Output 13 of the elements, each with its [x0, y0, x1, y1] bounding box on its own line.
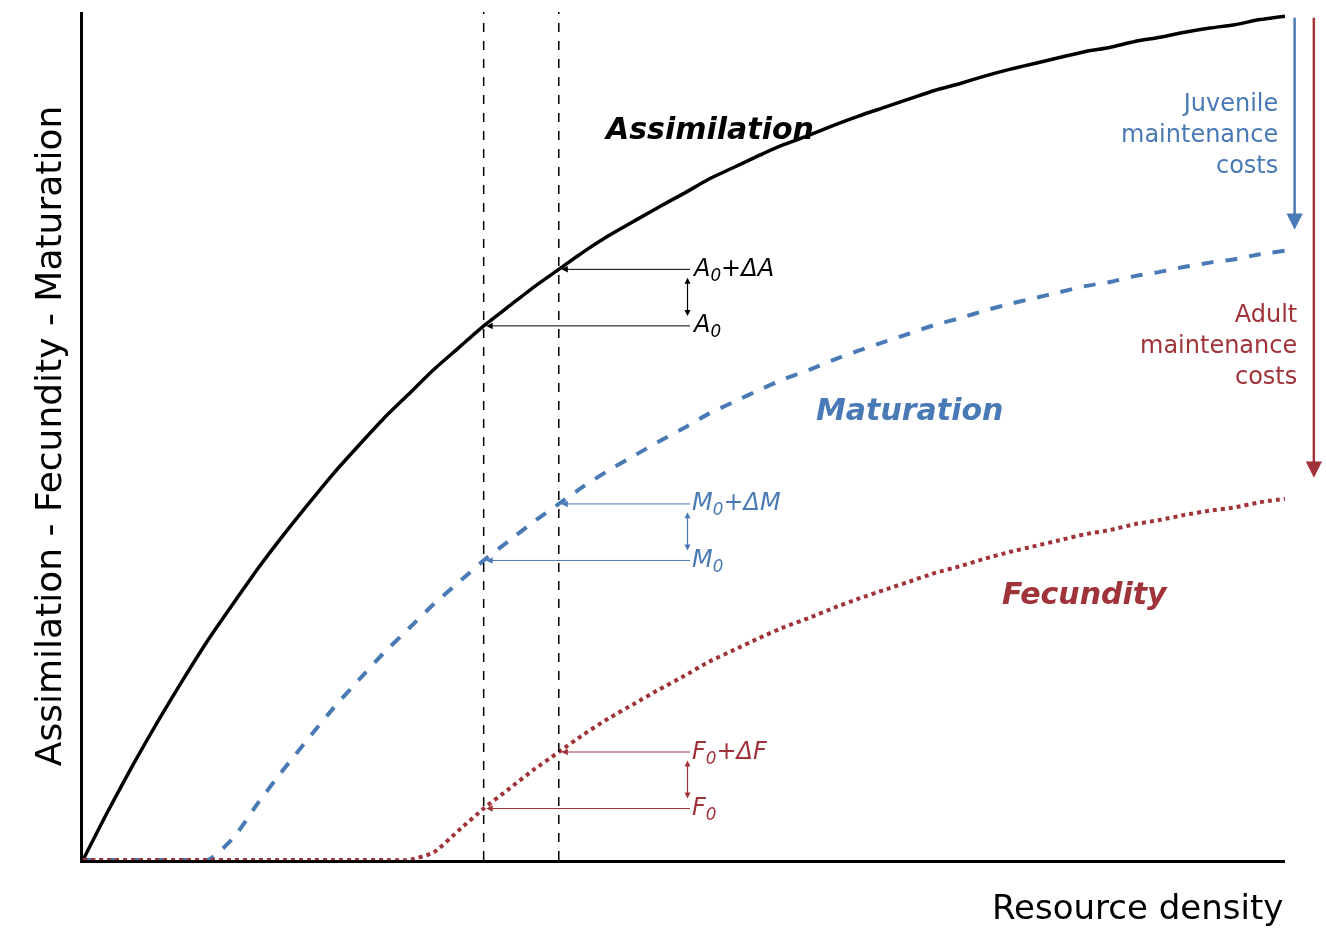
annotation: M$_{0}$ [692, 545, 724, 577]
series-label: Fecundity [1002, 576, 1169, 611]
x-axis-title: Resource density [992, 887, 1284, 927]
annotation: Adult maintenance costs [1140, 300, 1298, 391]
annotation: M$_{0}$+ΔM [692, 488, 781, 520]
annotation: F$_{0}$ [692, 793, 717, 825]
series-label: Assimilation [604, 111, 814, 146]
annotation: Juvenile maintenance costs [1121, 89, 1279, 180]
annotation: A$_{0}$+ΔA [692, 254, 775, 286]
annotation: A$_{0}$ [692, 310, 722, 342]
series-label: Maturation [816, 392, 1004, 427]
y-axis-title: Assimilation - Fecundity - Maturation [28, 105, 70, 767]
annotation: F$_{0}$+ΔF [692, 737, 769, 769]
